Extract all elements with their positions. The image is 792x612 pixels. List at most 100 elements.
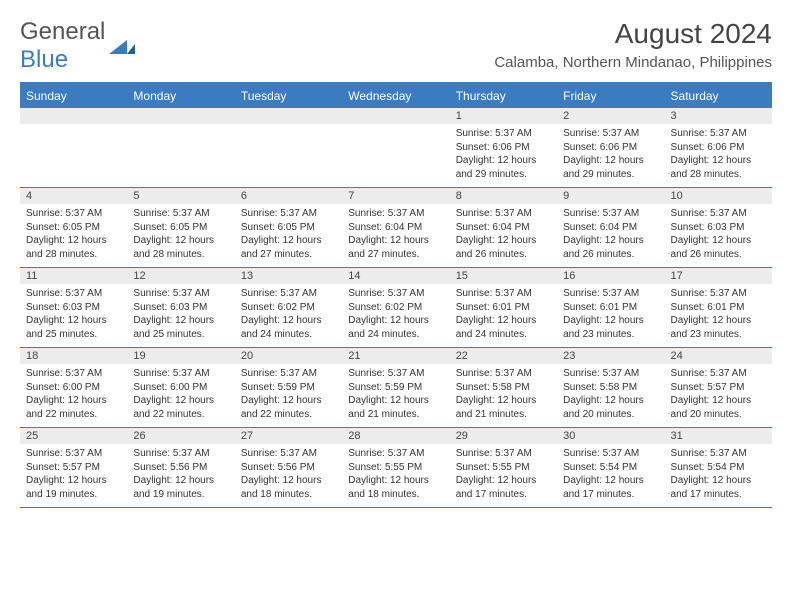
calendar-cell <box>235 108 342 188</box>
calendar-header-row: SundayMondayTuesdayWednesdayThursdayFrid… <box>20 83 772 108</box>
calendar-week: 4Sunrise: 5:37 AMSunset: 6:05 PMDaylight… <box>20 188 772 268</box>
calendar-cell: 19Sunrise: 5:37 AMSunset: 6:00 PMDayligh… <box>127 348 234 428</box>
day-number: 7 <box>342 188 449 204</box>
day-content: Sunrise: 5:37 AMSunset: 6:01 PMDaylight:… <box>557 284 664 347</box>
calendar-body: 1Sunrise: 5:37 AMSunset: 6:06 PMDaylight… <box>20 108 772 508</box>
calendar-cell: 6Sunrise: 5:37 AMSunset: 6:05 PMDaylight… <box>235 188 342 268</box>
calendar-cell: 28Sunrise: 5:37 AMSunset: 5:55 PMDayligh… <box>342 428 449 508</box>
day-number: 25 <box>20 428 127 444</box>
calendar-cell: 20Sunrise: 5:37 AMSunset: 5:59 PMDayligh… <box>235 348 342 428</box>
logo: General Blue <box>20 18 135 74</box>
day-number: 18 <box>20 348 127 364</box>
calendar-cell: 1Sunrise: 5:37 AMSunset: 6:06 PMDaylight… <box>450 108 557 188</box>
day-number: 10 <box>665 188 772 204</box>
calendar-cell <box>342 108 449 188</box>
calendar-cell: 24Sunrise: 5:37 AMSunset: 5:57 PMDayligh… <box>665 348 772 428</box>
day-content: Sunrise: 5:37 AMSunset: 5:54 PMDaylight:… <box>557 444 664 507</box>
day-header: Tuesday <box>235 83 342 108</box>
day-content-empty <box>20 124 127 186</box>
day-content: Sunrise: 5:37 AMSunset: 5:59 PMDaylight:… <box>342 364 449 427</box>
logo-text: General Blue <box>20 18 105 74</box>
logo-general: General <box>20 18 105 45</box>
day-content: Sunrise: 5:37 AMSunset: 6:00 PMDaylight:… <box>127 364 234 427</box>
day-content: Sunrise: 5:37 AMSunset: 6:00 PMDaylight:… <box>20 364 127 427</box>
day-number: 31 <box>665 428 772 444</box>
day-content: Sunrise: 5:37 AMSunset: 5:54 PMDaylight:… <box>665 444 772 507</box>
calendar-cell: 5Sunrise: 5:37 AMSunset: 6:05 PMDaylight… <box>127 188 234 268</box>
calendar-cell: 14Sunrise: 5:37 AMSunset: 6:02 PMDayligh… <box>342 268 449 348</box>
day-header: Wednesday <box>342 83 449 108</box>
calendar-cell: 13Sunrise: 5:37 AMSunset: 6:02 PMDayligh… <box>235 268 342 348</box>
day-number: 15 <box>450 268 557 284</box>
day-content: Sunrise: 5:37 AMSunset: 5:59 PMDaylight:… <box>235 364 342 427</box>
day-number-empty <box>20 108 127 124</box>
calendar-table: SundayMondayTuesdayWednesdayThursdayFrid… <box>20 82 772 508</box>
calendar-week: 11Sunrise: 5:37 AMSunset: 6:03 PMDayligh… <box>20 268 772 348</box>
day-content: Sunrise: 5:37 AMSunset: 5:56 PMDaylight:… <box>127 444 234 507</box>
day-content: Sunrise: 5:37 AMSunset: 6:05 PMDaylight:… <box>235 204 342 267</box>
calendar-cell: 26Sunrise: 5:37 AMSunset: 5:56 PMDayligh… <box>127 428 234 508</box>
day-header: Saturday <box>665 83 772 108</box>
calendar-cell: 27Sunrise: 5:37 AMSunset: 5:56 PMDayligh… <box>235 428 342 508</box>
day-content: Sunrise: 5:37 AMSunset: 6:05 PMDaylight:… <box>127 204 234 267</box>
calendar-cell: 10Sunrise: 5:37 AMSunset: 6:03 PMDayligh… <box>665 188 772 268</box>
calendar-week: 18Sunrise: 5:37 AMSunset: 6:00 PMDayligh… <box>20 348 772 428</box>
day-content: Sunrise: 5:37 AMSunset: 6:04 PMDaylight:… <box>450 204 557 267</box>
day-number: 20 <box>235 348 342 364</box>
day-content: Sunrise: 5:37 AMSunset: 5:56 PMDaylight:… <box>235 444 342 507</box>
day-number-empty <box>235 108 342 124</box>
day-number: 3 <box>665 108 772 124</box>
month-title: August 2024 <box>494 18 772 50</box>
calendar-cell: 15Sunrise: 5:37 AMSunset: 6:01 PMDayligh… <box>450 268 557 348</box>
day-number: 11 <box>20 268 127 284</box>
day-content: Sunrise: 5:37 AMSunset: 6:06 PMDaylight:… <box>665 124 772 187</box>
day-content-empty <box>235 124 342 186</box>
day-number-empty <box>127 108 234 124</box>
calendar-cell: 25Sunrise: 5:37 AMSunset: 5:57 PMDayligh… <box>20 428 127 508</box>
day-number: 12 <box>127 268 234 284</box>
day-content-empty <box>342 124 449 186</box>
day-content: Sunrise: 5:37 AMSunset: 6:04 PMDaylight:… <box>342 204 449 267</box>
day-content: Sunrise: 5:37 AMSunset: 5:57 PMDaylight:… <box>665 364 772 427</box>
day-number: 14 <box>342 268 449 284</box>
day-number: 22 <box>450 348 557 364</box>
day-number: 16 <box>557 268 664 284</box>
day-number: 13 <box>235 268 342 284</box>
calendar-week: 1Sunrise: 5:37 AMSunset: 6:06 PMDaylight… <box>20 108 772 188</box>
day-number: 21 <box>342 348 449 364</box>
day-content: Sunrise: 5:37 AMSunset: 6:02 PMDaylight:… <box>342 284 449 347</box>
day-number: 4 <box>20 188 127 204</box>
day-number: 24 <box>665 348 772 364</box>
day-number: 5 <box>127 188 234 204</box>
day-content: Sunrise: 5:37 AMSunset: 6:06 PMDaylight:… <box>450 124 557 187</box>
calendar-cell: 29Sunrise: 5:37 AMSunset: 5:55 PMDayligh… <box>450 428 557 508</box>
day-number: 2 <box>557 108 664 124</box>
day-content: Sunrise: 5:37 AMSunset: 5:57 PMDaylight:… <box>20 444 127 507</box>
day-number: 30 <box>557 428 664 444</box>
calendar-cell: 23Sunrise: 5:37 AMSunset: 5:58 PMDayligh… <box>557 348 664 428</box>
calendar-week: 25Sunrise: 5:37 AMSunset: 5:57 PMDayligh… <box>20 428 772 508</box>
day-number: 17 <box>665 268 772 284</box>
day-number: 6 <box>235 188 342 204</box>
calendar-cell: 18Sunrise: 5:37 AMSunset: 6:00 PMDayligh… <box>20 348 127 428</box>
day-number: 8 <box>450 188 557 204</box>
day-number: 9 <box>557 188 664 204</box>
calendar-cell: 12Sunrise: 5:37 AMSunset: 6:03 PMDayligh… <box>127 268 234 348</box>
day-content: Sunrise: 5:37 AMSunset: 6:01 PMDaylight:… <box>450 284 557 347</box>
logo-blue: Blue <box>20 46 68 73</box>
calendar-cell: 31Sunrise: 5:37 AMSunset: 5:54 PMDayligh… <box>665 428 772 508</box>
day-header: Thursday <box>450 83 557 108</box>
title-block: August 2024 Calamba, Northern Mindanao, … <box>494 18 772 71</box>
day-content: Sunrise: 5:37 AMSunset: 5:58 PMDaylight:… <box>450 364 557 427</box>
day-number-empty <box>342 108 449 124</box>
calendar-cell: 4Sunrise: 5:37 AMSunset: 6:05 PMDaylight… <box>20 188 127 268</box>
calendar-cell: 17Sunrise: 5:37 AMSunset: 6:01 PMDayligh… <box>665 268 772 348</box>
calendar-cell: 11Sunrise: 5:37 AMSunset: 6:03 PMDayligh… <box>20 268 127 348</box>
calendar-cell: 2Sunrise: 5:37 AMSunset: 6:06 PMDaylight… <box>557 108 664 188</box>
day-content: Sunrise: 5:37 AMSunset: 6:02 PMDaylight:… <box>235 284 342 347</box>
day-content: Sunrise: 5:37 AMSunset: 6:01 PMDaylight:… <box>665 284 772 347</box>
calendar-cell <box>127 108 234 188</box>
day-content: Sunrise: 5:37 AMSunset: 6:03 PMDaylight:… <box>20 284 127 347</box>
day-number: 1 <box>450 108 557 124</box>
calendar-cell: 3Sunrise: 5:37 AMSunset: 6:06 PMDaylight… <box>665 108 772 188</box>
